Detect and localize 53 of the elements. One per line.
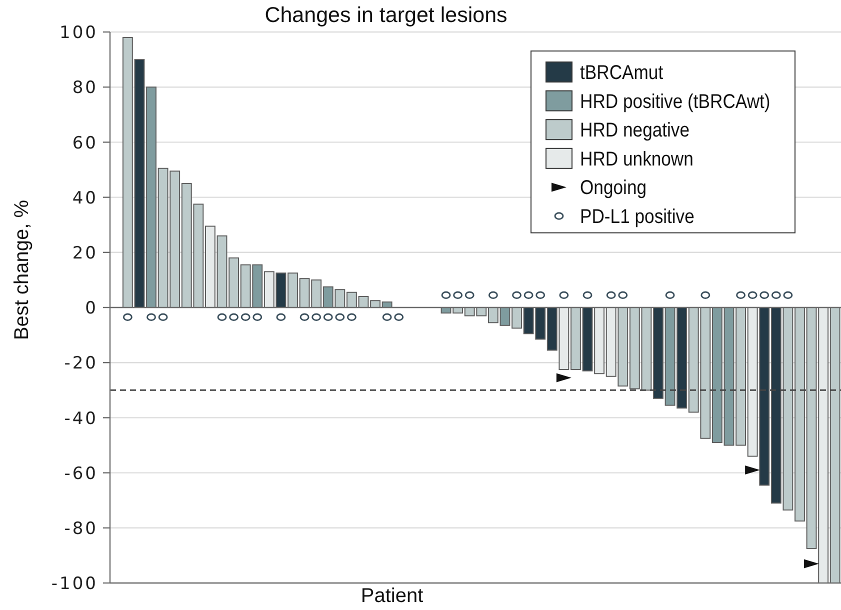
legend-label: Ongoing xyxy=(580,176,647,198)
point xyxy=(582,291,592,299)
point xyxy=(453,291,463,299)
point xyxy=(276,313,286,321)
point xyxy=(346,313,356,321)
y-tick-label: 100 xyxy=(60,23,98,44)
y-tick-label: 80 xyxy=(72,78,98,98)
y-tick-label: 20 xyxy=(72,244,98,264)
point xyxy=(783,291,793,299)
y-axis-title: Best change, % xyxy=(11,200,33,340)
point xyxy=(146,313,156,321)
y-tick-label: -40 xyxy=(64,408,98,429)
point xyxy=(488,291,498,299)
point xyxy=(736,291,746,299)
point xyxy=(122,313,132,321)
point xyxy=(229,313,239,321)
point xyxy=(240,313,250,321)
point xyxy=(665,291,675,299)
point xyxy=(158,313,168,321)
y-tick-label: -80 xyxy=(64,519,98,540)
point xyxy=(464,291,474,299)
point xyxy=(771,291,781,299)
point xyxy=(512,291,522,299)
point xyxy=(394,313,404,321)
point xyxy=(559,291,569,299)
point xyxy=(312,313,322,321)
legend-label: tBRCAmut xyxy=(580,60,664,84)
point xyxy=(217,313,227,321)
point xyxy=(323,313,333,321)
y-tick-label: -100 xyxy=(51,574,98,594)
point xyxy=(300,313,310,321)
point xyxy=(524,291,534,299)
legend-label: HRD negative xyxy=(580,118,690,141)
point xyxy=(700,291,710,299)
point xyxy=(536,291,546,299)
point xyxy=(760,291,770,299)
y-tick-label: 0 xyxy=(85,298,98,319)
y-tick-label: 40 xyxy=(72,188,98,208)
legend-label: HRD positive (tBRCAwt) xyxy=(580,90,770,112)
chart-title: Changes in target lesions xyxy=(264,3,508,27)
point xyxy=(335,313,345,321)
y-tick-label: 60 xyxy=(72,133,98,154)
x-axis-title: Patient xyxy=(360,585,424,607)
point xyxy=(618,291,628,299)
point xyxy=(606,291,616,299)
y-tick-label: -20 xyxy=(64,354,98,374)
point xyxy=(441,291,451,299)
y-tick-label: -60 xyxy=(64,464,98,484)
point xyxy=(748,291,758,299)
legend-label: PD-L1 positive xyxy=(580,204,694,228)
point xyxy=(252,313,262,321)
point xyxy=(382,313,392,321)
legend-label: HRD unknown xyxy=(580,147,694,170)
